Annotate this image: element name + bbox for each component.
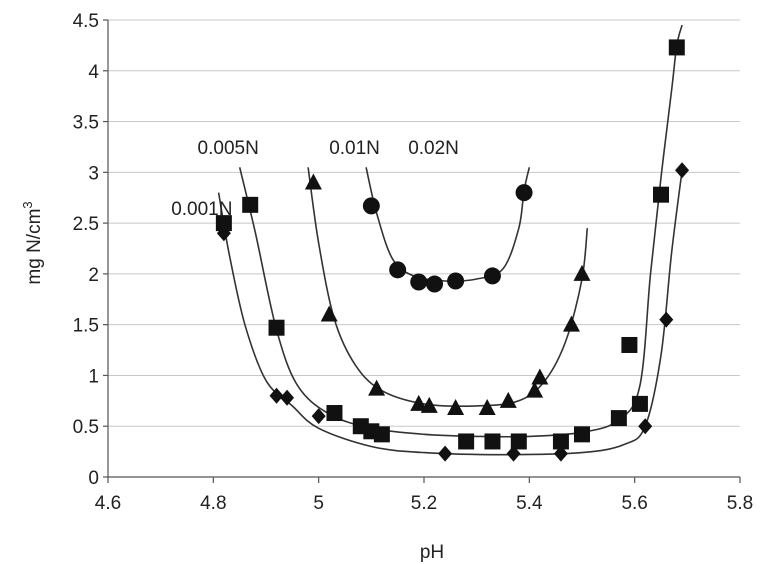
series-label-001n: 0.01N: [329, 138, 380, 159]
data-point-0001n: [638, 418, 653, 435]
tick-labels: 0 0.5 1 1.5 2 2.5 3 3.5 4 4.5 4.6 4.8 5 5.2 5.4 5.6 5.8: [73, 11, 754, 514]
x-tick-label: 5.4: [516, 493, 543, 514]
data-point-0005n: [574, 426, 590, 443]
data-point-001n: [420, 396, 438, 413]
data-point-0005n: [215, 215, 232, 232]
y-tick-label: 2: [88, 265, 99, 286]
data-point-0005n: [484, 433, 501, 450]
data-point-0005n: [510, 433, 527, 450]
data-point-001n: [410, 394, 428, 411]
data-point-001n: [531, 368, 549, 385]
data-point-002n: [362, 197, 380, 215]
series-curves: [217, 24, 683, 456]
data-point-0005n: [631, 395, 648, 412]
x-tick-label: 4.8: [200, 493, 226, 514]
x-tick-label: 5.6: [621, 493, 647, 514]
x-tick-label: 4.6: [95, 493, 121, 514]
y-tick-label: 4.5: [73, 11, 99, 32]
data-point-0005n: [373, 426, 390, 443]
y-tick-label: 0: [88, 468, 99, 489]
y-tick-label: 0.5: [73, 417, 99, 438]
y-axis-title: mg N/cm3: [20, 201, 45, 284]
data-point-0005n: [326, 405, 343, 422]
series-curve-0005n: [238, 24, 683, 438]
data-point-001n: [304, 173, 322, 190]
series-label-0005n: 0.005N: [198, 138, 259, 159]
y-axis-title-superscript: 3: [20, 201, 35, 208]
data-point-002n: [483, 267, 501, 285]
y-tick-label: 3: [88, 163, 99, 184]
y-axis-title-main: mg N/cm: [24, 209, 45, 285]
data-point-002n: [447, 272, 465, 290]
data-point-001n: [573, 264, 591, 281]
x-tick-label: 5.2: [411, 493, 437, 514]
data-point-002n: [426, 275, 444, 293]
data-point-0005n: [458, 433, 475, 450]
data-point-001n: [478, 398, 496, 415]
x-tick-label: 5: [313, 493, 324, 514]
data-point-002n: [389, 261, 407, 279]
data-point-0001n: [311, 408, 326, 425]
data-point-001n: [526, 381, 544, 398]
data-point-0005n: [552, 433, 569, 450]
data-point-001n: [562, 315, 580, 332]
data-point-001n: [447, 398, 465, 415]
data-point-002n: [410, 273, 428, 291]
data-point-001n: [499, 391, 517, 408]
x-axis-title: pH: [420, 542, 444, 563]
y-tick-label: 2.5: [73, 214, 99, 235]
series-markers: [215, 39, 690, 462]
data-point-0001n: [280, 389, 295, 406]
data-point-0001n: [438, 445, 453, 462]
data-point-0005n: [242, 196, 259, 213]
series-label-002n: 0.02N: [408, 138, 459, 159]
data-point-0005n: [668, 39, 685, 56]
series-labels: 0.001N 0.005N 0.01N 0.02N: [171, 138, 459, 220]
data-point-0001n: [553, 445, 568, 462]
grid: [108, 19, 740, 427]
data-point-0001n: [675, 162, 690, 179]
x-tick-label: 5.8: [727, 493, 753, 514]
y-tick-label: 3.5: [73, 113, 99, 134]
data-point-0005n: [621, 336, 638, 353]
axes: [103, 19, 741, 483]
y-tick-label: 1: [88, 366, 99, 387]
data-point-0005n: [610, 410, 627, 427]
data-point-0001n: [506, 445, 521, 462]
data-point-0001n: [269, 387, 284, 404]
data-point-001n: [320, 305, 338, 322]
data-point-0005n: [268, 319, 285, 336]
data-point-0005n: [653, 186, 669, 203]
data-point-002n: [515, 184, 533, 202]
y-tick-label: 1.5: [73, 316, 99, 337]
series-curve-001n: [307, 167, 589, 407]
series-label-0001n: 0.001N: [171, 199, 232, 220]
data-point-001n: [368, 379, 386, 396]
y-tick-label: 4: [88, 62, 99, 83]
data-point-0001n: [659, 311, 674, 328]
series-curve-002n: [365, 167, 531, 282]
